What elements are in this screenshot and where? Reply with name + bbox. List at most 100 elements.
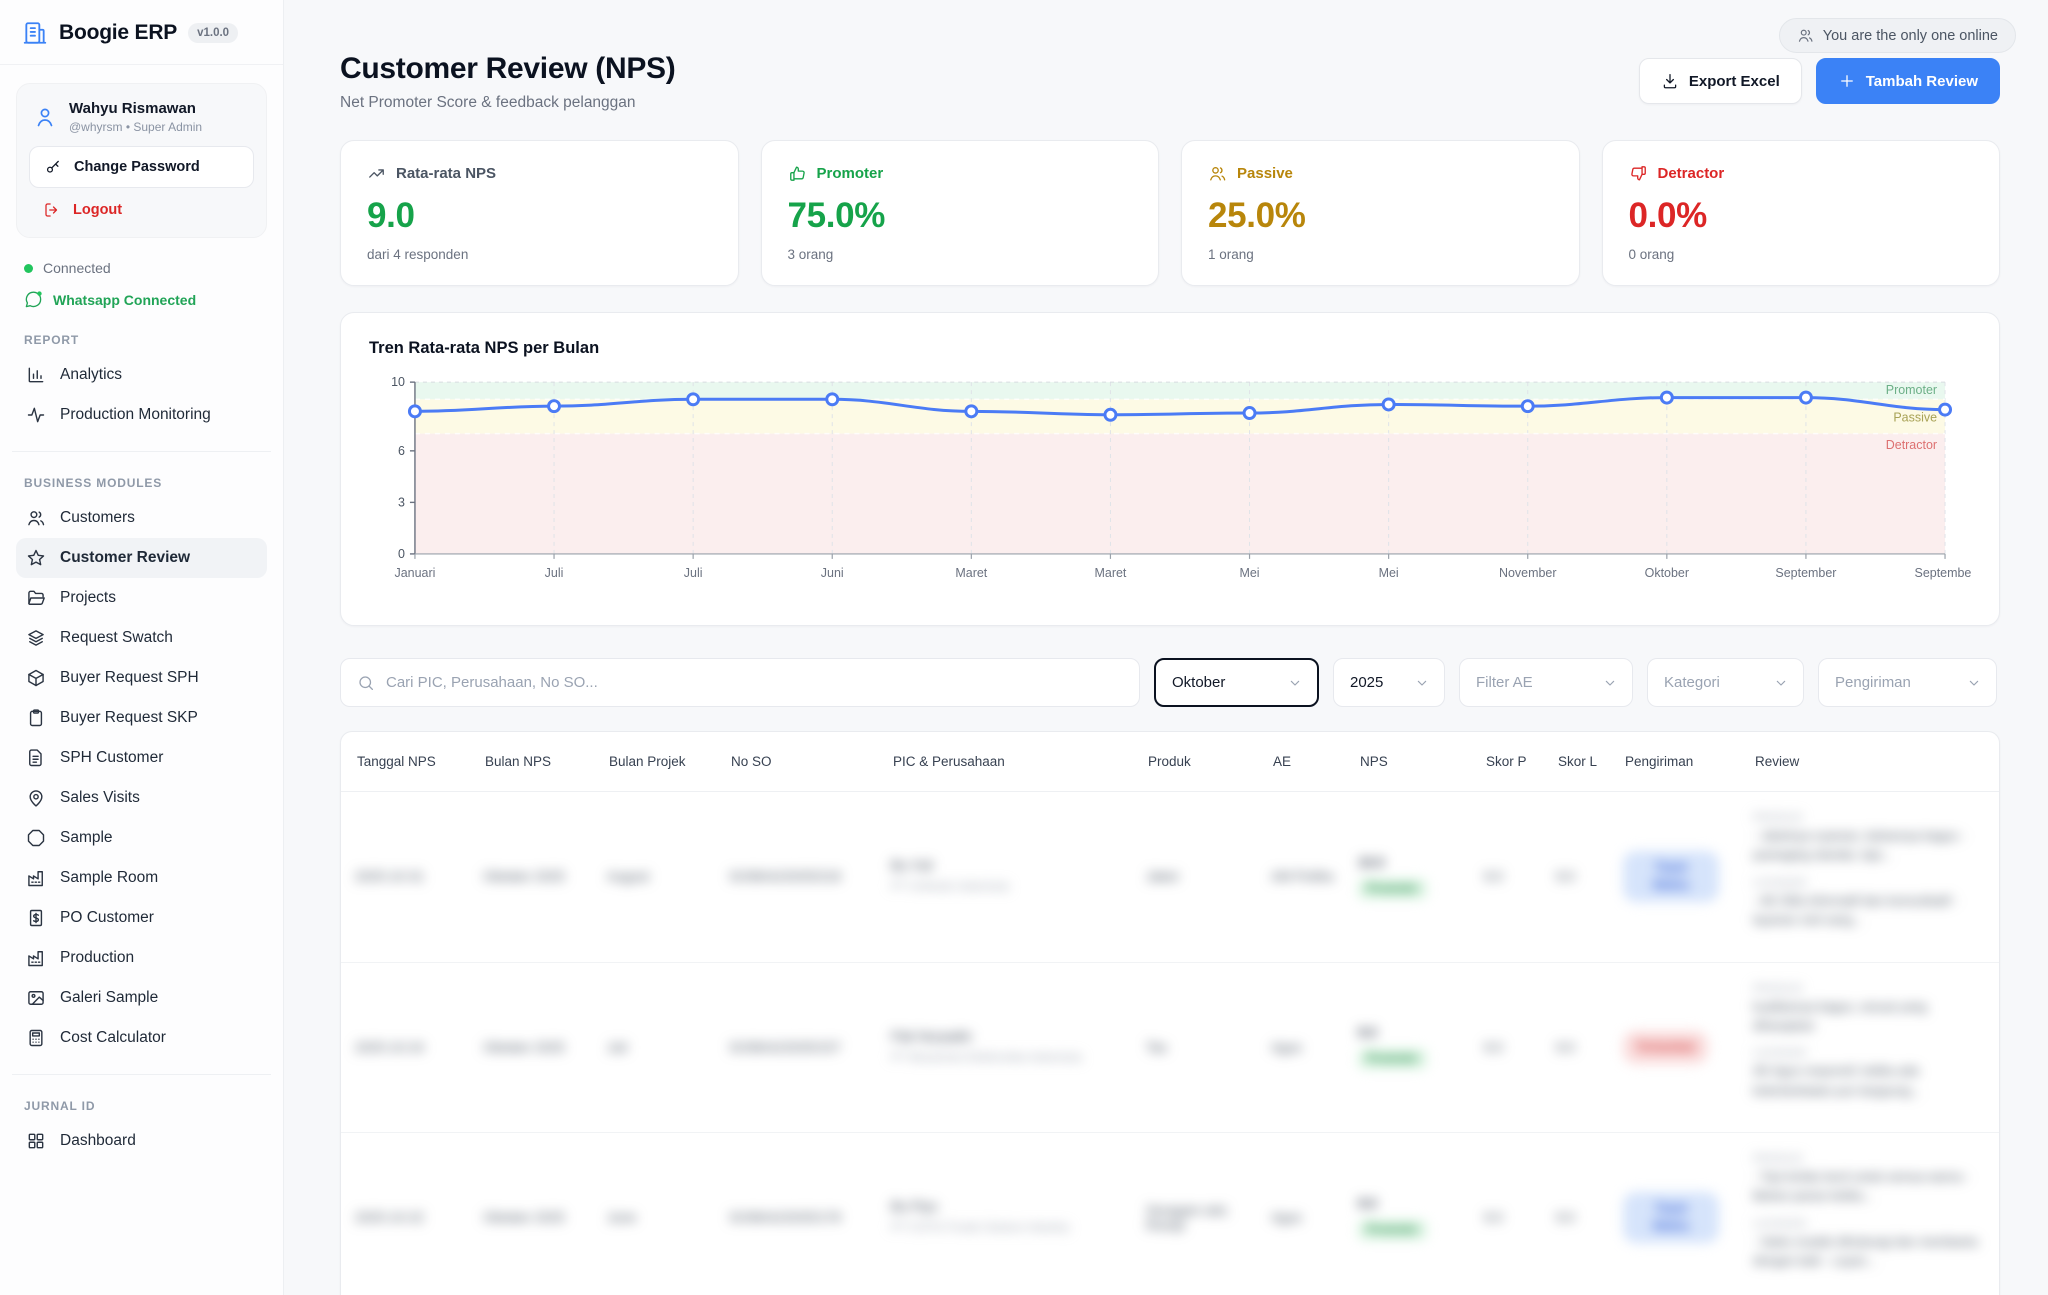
stat-sub: 3 orang <box>788 247 1133 262</box>
logout-icon <box>43 201 61 219</box>
cell-bulan-projek: June <box>607 1210 721 1225</box>
filter-select-kategori[interactable]: Kategori <box>1647 658 1804 707</box>
divider <box>12 451 271 452</box>
cell-review: PRODUK- Topi terlalu kecil untuk semua w… <box>1753 1153 1985 1283</box>
column-header: AE <box>1271 742 1350 782</box>
stat-card-rata-rata-nps: Rata-rata NPS9.0dari 4 responden <box>340 140 739 286</box>
trending-up-icon <box>367 164 386 183</box>
download-icon <box>1661 72 1679 90</box>
sidebar-item-sph-customer[interactable]: SPH Customer <box>16 738 267 778</box>
filter-bar: Oktober 2025 Filter AE Kategori Pengiriman <box>340 658 2000 707</box>
package-icon <box>26 668 46 688</box>
column-header: Skor L <box>1556 742 1615 782</box>
sidebar-item-label: Buyer Request SKP <box>60 709 198 727</box>
sidebar-item-label: Customers <box>60 509 135 527</box>
search-input[interactable] <box>386 674 1123 691</box>
sidebar-item-label: SPH Customer <box>60 749 163 767</box>
sidebar-item-production-monitoring[interactable]: Production Monitoring <box>16 395 267 435</box>
search-icon <box>357 674 375 692</box>
user-name: Wahyu Rismawan <box>69 100 202 117</box>
review-text: - Sales mudah dihubungi dan membantu den… <box>1753 1233 1985 1272</box>
sidebar-item-galeri-sample[interactable]: Galeri Sample <box>16 978 267 1018</box>
sidebar-item-label: Production Monitoring <box>60 406 211 424</box>
sidebar-item-dashboard[interactable]: Dashboard <box>16 1121 267 1161</box>
stat-label: Passive <box>1237 165 1293 182</box>
chevron-down-icon <box>1602 675 1618 691</box>
review-text: kualitasnya bagus, sesuai yang diharapka… <box>1753 998 1985 1037</box>
svg-text:Mei: Mei <box>1239 566 1259 580</box>
cell-ae: AM Firdha <box>1271 869 1350 884</box>
search-input-wrap[interactable] <box>340 658 1140 707</box>
table-body: 2025-10-31Oktober 2025AugustSO/BAG/2025/… <box>341 792 1999 1295</box>
map-pin-icon <box>26 788 46 808</box>
review-text: - Jaketnya nyaman, bahannya bagus - pack… <box>1753 827 1985 866</box>
change-password-button[interactable]: Change Password <box>29 146 254 188</box>
column-header: Bulan NPS <box>483 742 599 782</box>
sidebar-item-customer-review[interactable]: Customer Review <box>16 538 267 578</box>
nps-trend-card: Tren Rata-rata NPS per Bulan 10630Januar… <box>340 312 2000 626</box>
sidebar-item-cost-calculator[interactable]: Cost Calculator <box>16 1018 267 1058</box>
sidebar-item-label: Analytics <box>60 366 122 384</box>
sidebar-item-po-customer[interactable]: PO Customer <box>16 898 267 938</box>
sidebar-item-request-swatch[interactable]: Request Swatch <box>16 618 267 658</box>
section-label: REPORT <box>24 333 259 347</box>
add-review-button[interactable]: Tambah Review <box>1816 58 2000 104</box>
filter-select-filter-ae[interactable]: Filter AE <box>1459 658 1633 707</box>
sidebar-item-label: Galeri Sample <box>60 989 158 1007</box>
whatsapp-status: Whatsapp Connected <box>24 290 259 309</box>
delivery-badge: Tepat Waktu <box>1623 1192 1719 1243</box>
column-header: Bulan Projek <box>607 742 721 782</box>
factory-icon <box>26 948 46 968</box>
filter-select-2025[interactable]: 2025 <box>1333 658 1445 707</box>
sidebar-item-label: Sample Room <box>60 869 158 887</box>
version-badge: v1.0.0 <box>188 23 238 43</box>
cell-ae: Agus <box>1271 1210 1350 1225</box>
logout-button[interactable]: Logout <box>29 188 136 225</box>
octagon-icon <box>26 828 46 848</box>
svg-text:November: November <box>1499 566 1557 580</box>
cell-review: PRODUK - Jaketnya nyaman, bahannya bagus … <box>1753 812 1985 942</box>
sidebar-item-buyer-request-sph[interactable]: Buyer Request SPH <box>16 658 267 698</box>
cell-skor-p: 9.0 <box>1484 869 1548 884</box>
reviews-table: Tanggal NPSBulan NPSBulan ProjekNo SOPIC… <box>340 731 2000 1295</box>
sidebar-item-production[interactable]: Production <box>16 938 267 978</box>
sidebar-item-projects[interactable]: Projects <box>16 578 267 618</box>
review-text: - AE Dilla informatif dan komunikatif - … <box>1753 892 1985 931</box>
column-header: Skor P <box>1484 742 1548 782</box>
delivery-badge: Terlambat <box>1623 1031 1708 1065</box>
page-title: Customer Review (NPS) <box>340 52 675 86</box>
table-row[interactable]: 2025-10-31Oktober 2025AugustSO/BAG/2025/… <box>341 792 1999 963</box>
star-icon <box>26 548 46 568</box>
stat-value: 25.0% <box>1208 196 1553 236</box>
sidebar-item-sales-visits[interactable]: Sales Visits <box>16 778 267 818</box>
users-icon <box>26 508 46 528</box>
clipboard-icon <box>26 708 46 728</box>
stat-value: 0.0% <box>1629 196 1974 236</box>
cell-no-so: SO/BAG/2025/157 <box>729 1040 883 1055</box>
cell-produk: Jaket <box>1146 869 1263 884</box>
table-row[interactable]: 2025-10-22Oktober 2025JuneSO/BAG/2025/17… <box>341 1133 1999 1295</box>
filter-select-oktober[interactable]: Oktober <box>1154 658 1319 707</box>
cell-pengiriman: Terlambat <box>1623 1031 1745 1065</box>
sidebar-item-sample[interactable]: Sample <box>16 818 267 858</box>
table-header: Tanggal NPSBulan NPSBulan ProjekNo SOPIC… <box>341 732 1999 792</box>
svg-text:Juni: Juni <box>821 566 844 580</box>
user-meta: @whyrsm • Super Admin <box>69 120 202 134</box>
select-value: Kategori <box>1664 674 1720 691</box>
svg-text:Maret: Maret <box>955 566 987 580</box>
sidebar-item-label: Production <box>60 949 134 967</box>
cell-tanggal: 2025-10-31 <box>355 869 475 884</box>
export-excel-button[interactable]: Export Excel <box>1639 58 1802 104</box>
sidebar-item-analytics[interactable]: Analytics <box>16 355 267 395</box>
calculator-icon <box>26 1028 46 1048</box>
select-value: 2025 <box>1350 674 1383 691</box>
table-row[interactable]: 2025-10-24Oktober 2025JuliSO/BAG/2025/15… <box>341 963 1999 1134</box>
sidebar-item-buyer-request-skp[interactable]: Buyer Request SKP <box>16 698 267 738</box>
key-icon <box>44 158 62 176</box>
review-label: PRODUK <box>1753 812 1985 824</box>
cell-skor-l: 9.0 <box>1556 869 1615 884</box>
review-label: PRODUK <box>1753 983 1985 995</box>
sidebar-item-sample-room[interactable]: Sample Room <box>16 858 267 898</box>
filter-select-pengiriman[interactable]: Pengiriman <box>1818 658 1997 707</box>
sidebar-item-customers[interactable]: Customers <box>16 498 267 538</box>
